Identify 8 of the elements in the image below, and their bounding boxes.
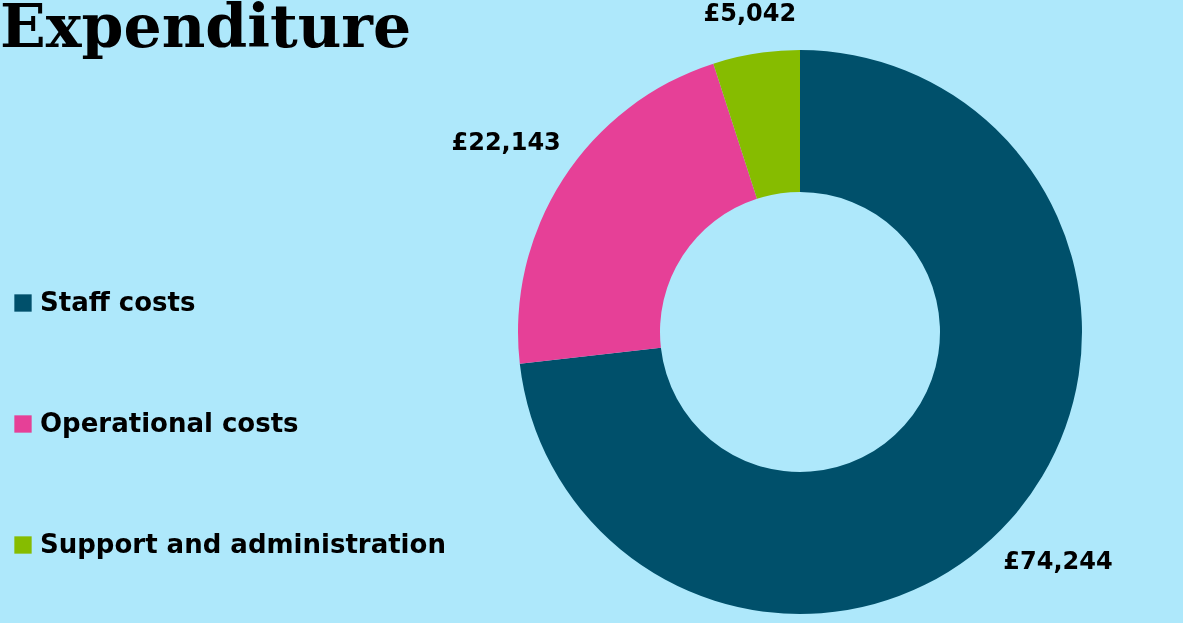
chart-title: Expenditure bbox=[0, 0, 412, 61]
legend-label: Staff costs bbox=[40, 287, 196, 317]
legend-label: Support and administration bbox=[40, 529, 446, 559]
legend-label: Operational costs bbox=[40, 408, 299, 438]
donut-slice bbox=[713, 50, 800, 199]
data-label: £5,042 bbox=[703, 0, 797, 27]
data-label: £22,143 bbox=[451, 127, 561, 156]
data-label: £74,244 bbox=[1003, 547, 1113, 576]
